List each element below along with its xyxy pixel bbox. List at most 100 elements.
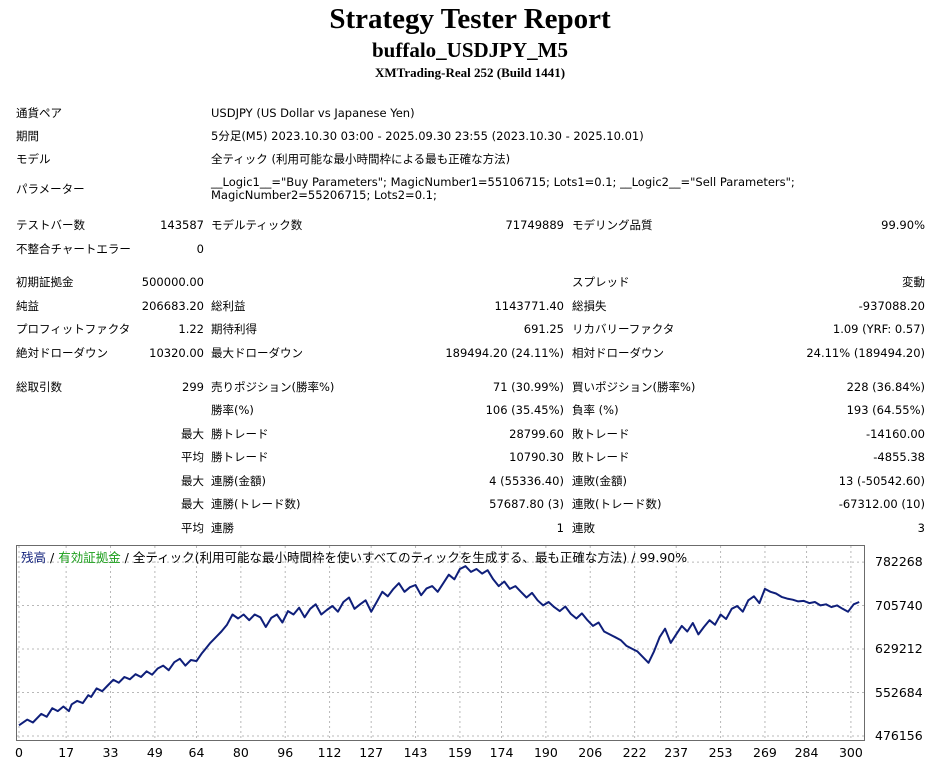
x-tick-label: 159 bbox=[447, 745, 472, 760]
x-tick-label: 33 bbox=[102, 745, 119, 760]
model-quality-label: モデリング品質 bbox=[572, 218, 653, 232]
initial-deposit-value: 500000.00 bbox=[141, 275, 204, 289]
initial-deposit-label: 初期証拠金 bbox=[16, 275, 74, 289]
mismatch-label: 不整合チャートエラー bbox=[16, 242, 131, 256]
chart-legend: 残高 / 有効証拠金 / 全ティック(利用可能な最小時間枠を使いすべてのティック… bbox=[21, 550, 687, 566]
net-profit-value: 206683.20 bbox=[141, 299, 204, 313]
legend-balance: 残高 bbox=[21, 550, 47, 565]
gross-profit-value: 1143771.40 bbox=[494, 299, 564, 313]
gross-loss-label: 総損失 bbox=[572, 299, 607, 313]
test-bars-label: テストバー数 bbox=[16, 218, 85, 232]
y-tick-label: 476156 bbox=[875, 728, 923, 743]
params-value: __Logic1__="Buy Parameters"; MagicNumber… bbox=[211, 175, 795, 202]
win-rate-value: 106 (35.45%) bbox=[485, 403, 564, 417]
expected-payoff-label: 期待利得 bbox=[211, 322, 257, 336]
balance-chart bbox=[16, 545, 865, 741]
y-tick-label: 629212 bbox=[875, 641, 923, 657]
abs-drawdown-label: 絶対ドローダウン bbox=[16, 346, 108, 360]
loss-rate-value: 193 (64.55%) bbox=[846, 403, 925, 417]
x-tick-label: 237 bbox=[664, 745, 689, 760]
test-bars-value: 143587 bbox=[160, 218, 204, 232]
max-drawdown-value: 189494.20 (24.11%) bbox=[445, 346, 564, 360]
model-ticks-value: 71749889 bbox=[505, 218, 564, 232]
x-tick-label: 206 bbox=[578, 745, 603, 760]
cons-loss-label: 連敗(トレード数) bbox=[572, 497, 662, 511]
cons-losses-amount-value: 13 (-50542.60) bbox=[838, 474, 925, 488]
avg-loss-value: -4855.38 bbox=[873, 450, 925, 464]
avg-win-label: 勝トレード bbox=[211, 450, 269, 464]
y-tick-label: 705740 bbox=[875, 597, 923, 613]
rel-drawdown-label: 相対ドローダウン bbox=[572, 346, 664, 360]
params-label: パラメーター bbox=[16, 182, 85, 196]
avg-label-2: 平均 bbox=[181, 521, 204, 535]
long-positions-label: 買いポジション(勝率%) bbox=[572, 380, 696, 394]
x-tick-label: 80 bbox=[232, 745, 249, 760]
period-value: 5分足(M5) 2023.10.30 03:00 - 2025.09.30 23… bbox=[211, 129, 644, 143]
expected-payoff-value: 691.25 bbox=[523, 322, 564, 336]
spread-label: スプレッド bbox=[572, 275, 630, 289]
avg-win-value: 10790.30 bbox=[509, 450, 564, 464]
max-label-3: 最大 bbox=[181, 497, 204, 511]
avg-label: 平均 bbox=[181, 450, 204, 464]
model-value: 全ティック (利用可能な最小時間枠による最も正確な方法) bbox=[211, 152, 511, 166]
max-drawdown-label: 最大ドローダウン bbox=[211, 346, 303, 360]
balance-chart-svg bbox=[17, 546, 864, 740]
max-label-2: 最大 bbox=[181, 474, 204, 488]
max-label: 最大 bbox=[181, 427, 204, 441]
x-tick-label: 96 bbox=[277, 745, 294, 760]
profit-factor-value: 1.22 bbox=[178, 322, 204, 336]
x-tick-label: 127 bbox=[359, 745, 384, 760]
cons-profit-value: 57687.80 (3) bbox=[489, 497, 564, 511]
total-trades-label: 総取引数 bbox=[16, 380, 62, 394]
x-tick-label: 190 bbox=[533, 745, 558, 760]
rel-drawdown-value: 24.11% (189494.20) bbox=[806, 346, 925, 360]
legend-quality: 99.90% bbox=[639, 550, 688, 565]
x-tick-label: 253 bbox=[708, 745, 733, 760]
x-tick-label: 284 bbox=[794, 745, 819, 760]
net-profit-label: 純益 bbox=[16, 299, 39, 313]
recovery-factor-label: リカバリーファクタ bbox=[572, 322, 675, 336]
cons-wins-amount-value: 4 (55336.40) bbox=[489, 474, 564, 488]
x-tick-label: 269 bbox=[753, 745, 777, 760]
profit-factor-label: プロフィットファクタ bbox=[16, 322, 131, 336]
x-tick-label: 143 bbox=[403, 745, 428, 760]
gross-profit-label: 総利益 bbox=[211, 299, 246, 313]
cons-losses-amount-label: 連敗(金額) bbox=[572, 474, 627, 488]
x-tick-label: 174 bbox=[489, 745, 514, 760]
cons-wins-amount-label: 連勝(金額) bbox=[211, 474, 266, 488]
abs-drawdown-value: 10320.00 bbox=[149, 346, 204, 360]
report-title: Strategy Tester Report bbox=[329, 3, 611, 35]
x-tick-label: 222 bbox=[622, 745, 647, 760]
mismatch-value: 0 bbox=[196, 242, 204, 256]
x-tick-label: 17 bbox=[58, 745, 75, 760]
short-positions-value: 71 (30.99%) bbox=[492, 380, 564, 394]
period-label: 期間 bbox=[16, 129, 39, 143]
legend-sep-2: / bbox=[120, 550, 133, 565]
avg-cons-wins-label: 連勝 bbox=[211, 521, 234, 535]
avg-loss-label: 敗トレード bbox=[572, 450, 630, 464]
avg-cons-wins-value: 1 bbox=[556, 521, 564, 535]
recovery-factor-value: 1.09 (YRF: 0.57) bbox=[832, 322, 925, 336]
y-tick-label: 782268 bbox=[875, 554, 923, 570]
largest-loss-value: -14160.00 bbox=[865, 427, 925, 441]
avg-cons-losses-label: 連敗 bbox=[572, 521, 595, 535]
largest-win-value: 28799.60 bbox=[509, 427, 564, 441]
short-positions-label: 売りポジション(勝率%) bbox=[211, 380, 335, 394]
avg-cons-losses-value: 3 bbox=[917, 521, 925, 535]
x-tick-label: 0 bbox=[15, 745, 23, 760]
balance-series-line bbox=[18, 565, 860, 727]
largest-loss-label: 敗トレード bbox=[572, 427, 630, 441]
loss-rate-label: 負率 (%) bbox=[572, 403, 619, 417]
model-ticks-label: モデルティック数 bbox=[211, 218, 303, 232]
x-tick-label: 112 bbox=[317, 745, 342, 760]
legend-model: 全ティック(利用可能な最小時間枠を使いすべてのティックを生成する、最も正確な方法… bbox=[132, 550, 628, 565]
legend-equity: 有効証拠金 bbox=[58, 550, 121, 565]
gross-loss-value: -937088.20 bbox=[858, 299, 925, 313]
report-subtitle: buffalo_USDJPY_M5 bbox=[371, 38, 568, 62]
cons-loss-value: -67312.00 (10) bbox=[838, 497, 925, 511]
server-info: XMTrading-Real 252 (Build 1441) bbox=[374, 65, 566, 80]
long-positions-value: 228 (36.84%) bbox=[846, 380, 925, 394]
largest-win-label: 勝トレード bbox=[211, 427, 269, 441]
spread-value: 変動 bbox=[902, 275, 925, 289]
symbol-label: 通貨ペア bbox=[16, 106, 62, 120]
